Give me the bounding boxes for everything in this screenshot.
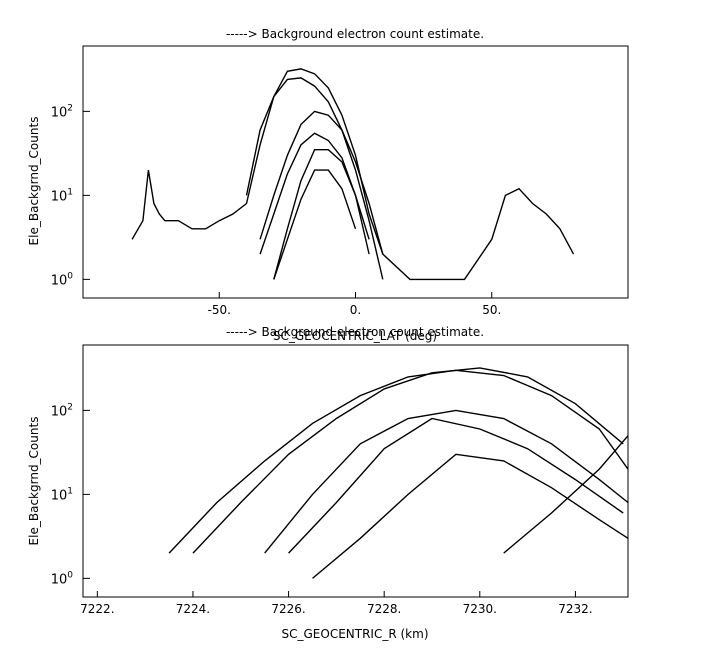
y-tick-label: 100 [51,570,74,587]
x-tick-label: 7232. [558,602,592,616]
panel-title: -----> Background electron count estimat… [226,325,484,339]
series-line-6 [503,435,629,554]
plot-area [168,367,629,579]
series-line-2 [245,77,384,280]
latitude-panel: -----> Background electron count estimat… [27,27,629,343]
y-axis-label: Ele_Backgrnd_Counts [27,417,41,546]
x-tick-label: 7228. [367,602,401,616]
x-tick-label: 0. [350,303,361,317]
axis-ticks: 7222. 7224. 7226. 7228. 7230. 7232. 100 101 102 [51,402,593,616]
series-line-5 [273,148,370,280]
y-tick-label: 101 [51,187,73,204]
axis-ticks: -50. 0. 50. 100 101 102 [51,103,502,317]
y-tick-label: 101 [51,486,73,503]
series-line-3 [259,110,384,255]
x-tick-label: 7224. [176,602,210,616]
series-line-2 [192,367,624,554]
plot-frame [82,344,629,598]
x-tick-label: 50. [482,303,501,317]
x-axis-label: SC_GEOCENTRIC_LAT (deg) [273,329,437,343]
y-tick-label: 100 [51,271,74,288]
series-line-1 [131,68,575,281]
series-line-5 [312,453,629,579]
series-line-1 [168,369,629,554]
series-line-6 [273,169,357,280]
panel-title: -----> Background electron count estimat… [226,27,484,41]
x-tick-label: 7226. [271,602,305,616]
series-line-4 [288,417,624,554]
x-axis-label: SC_GEOCENTRIC_R (km) [282,627,429,641]
x-tick-label: 7230. [463,602,497,616]
series-line-3 [264,409,629,554]
x-tick-label: -50. [208,303,231,317]
plot-area [131,68,575,281]
x-tick-label: 7222. [80,602,114,616]
y-axis-label: Ele_Backgrnd_Counts [27,117,41,246]
radius-panel: -----> Background electron count estimat… [27,325,629,641]
y-tick-label: 102 [51,103,73,120]
y-tick-label: 102 [51,402,73,419]
